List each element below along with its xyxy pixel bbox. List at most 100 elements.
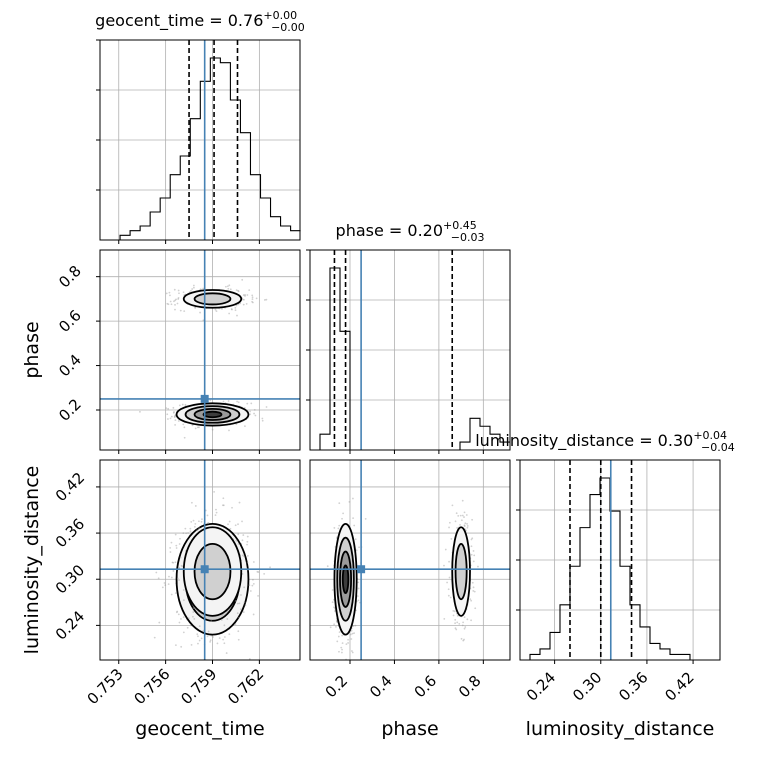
sample-point xyxy=(229,288,232,291)
sample-point xyxy=(187,617,190,620)
sample-point xyxy=(174,592,177,595)
sample-point xyxy=(244,604,247,607)
sample-point xyxy=(357,587,360,590)
sample-point xyxy=(461,499,464,502)
sample-point xyxy=(173,410,175,413)
truth-marker xyxy=(200,394,209,403)
sample-point xyxy=(182,599,185,602)
sample-point xyxy=(202,319,205,322)
sample-point xyxy=(234,623,237,626)
sample-point xyxy=(209,640,212,643)
sample-point xyxy=(469,598,472,600)
sample-point xyxy=(236,314,238,317)
sample-point xyxy=(209,639,212,642)
sample-point xyxy=(353,524,356,527)
sample-point xyxy=(462,639,465,642)
sample-point xyxy=(194,306,197,309)
sample-point xyxy=(354,624,357,627)
sample-point xyxy=(269,566,271,569)
sample-point xyxy=(464,626,467,628)
sample-point xyxy=(175,611,178,614)
sample-point xyxy=(471,518,474,521)
sample-point xyxy=(238,602,241,605)
sample-point xyxy=(168,291,171,294)
sample-point xyxy=(357,599,360,602)
histogram-luminosity_distance xyxy=(520,477,720,661)
sample-point xyxy=(190,643,193,646)
sample-point xyxy=(249,410,251,413)
sample-point xyxy=(257,571,260,573)
sample-point xyxy=(190,501,193,504)
sample-point xyxy=(211,428,214,431)
scatter-geocent_time-luminosity_distance xyxy=(153,490,271,660)
sample-point xyxy=(326,565,329,568)
sample-point xyxy=(173,415,176,418)
sample-point xyxy=(191,424,194,427)
sample-point xyxy=(342,512,345,515)
sample-point xyxy=(472,550,475,552)
sample-point xyxy=(243,601,246,604)
sample-point xyxy=(470,545,473,548)
sample-point xyxy=(220,619,223,621)
sample-point xyxy=(214,514,217,517)
sample-point xyxy=(337,635,340,638)
sample-point xyxy=(352,517,355,520)
sample-point xyxy=(167,407,170,410)
sample-point xyxy=(472,586,475,589)
sample-point xyxy=(198,639,201,642)
sample-point xyxy=(251,296,254,299)
sample-point xyxy=(180,564,183,567)
sample-point xyxy=(201,518,203,521)
sample-point xyxy=(158,621,161,624)
sample-point xyxy=(474,607,477,610)
x-tick-label: 0.24 xyxy=(523,668,559,704)
sample-point xyxy=(460,637,463,640)
sample-point xyxy=(341,517,343,520)
x-tick-label: 0.762 xyxy=(224,665,267,708)
sample-point xyxy=(166,413,169,416)
title-minus: −0.00 xyxy=(271,21,305,34)
sample-point xyxy=(246,540,249,543)
truth-marker xyxy=(357,565,366,574)
sample-point xyxy=(224,285,227,288)
sample-point xyxy=(240,608,242,611)
title-main: luminosity_distance = 0.30 xyxy=(475,431,693,451)
sample-point xyxy=(446,581,448,584)
sample-point xyxy=(466,523,468,525)
sample-point xyxy=(448,576,451,579)
sample-point xyxy=(197,642,199,645)
sample-point xyxy=(244,293,246,296)
sample-point xyxy=(237,290,240,293)
sample-point xyxy=(471,581,474,584)
sample-point xyxy=(237,523,239,526)
sample-point xyxy=(261,417,264,420)
sample-point xyxy=(198,426,200,429)
sample-point xyxy=(212,636,214,638)
sample-point xyxy=(261,419,264,422)
y-tick-label: 0.36 xyxy=(52,515,88,551)
sample-point xyxy=(448,521,451,524)
panel-title: phase = 0.20+0.45 −0.03 xyxy=(336,219,485,244)
sample-point xyxy=(338,524,341,527)
sample-point xyxy=(178,543,181,545)
sample-point xyxy=(454,618,457,621)
sample-point xyxy=(472,560,475,563)
sample-point xyxy=(248,584,251,587)
sample-point xyxy=(139,410,141,413)
sample-point xyxy=(456,526,459,529)
sample-point xyxy=(177,289,180,292)
x-tick-label: 0.42 xyxy=(661,668,697,704)
sample-point xyxy=(163,582,166,584)
sample-point xyxy=(461,624,464,627)
x-tick-label: 0.36 xyxy=(615,668,651,704)
sample-point xyxy=(167,418,169,420)
sample-point xyxy=(192,519,195,522)
truth-marker xyxy=(200,565,209,574)
sample-point xyxy=(189,530,192,533)
sample-point xyxy=(257,594,259,597)
sample-point xyxy=(246,535,249,538)
sample-point xyxy=(341,634,344,637)
sample-point xyxy=(172,411,175,414)
sample-point xyxy=(443,564,445,567)
